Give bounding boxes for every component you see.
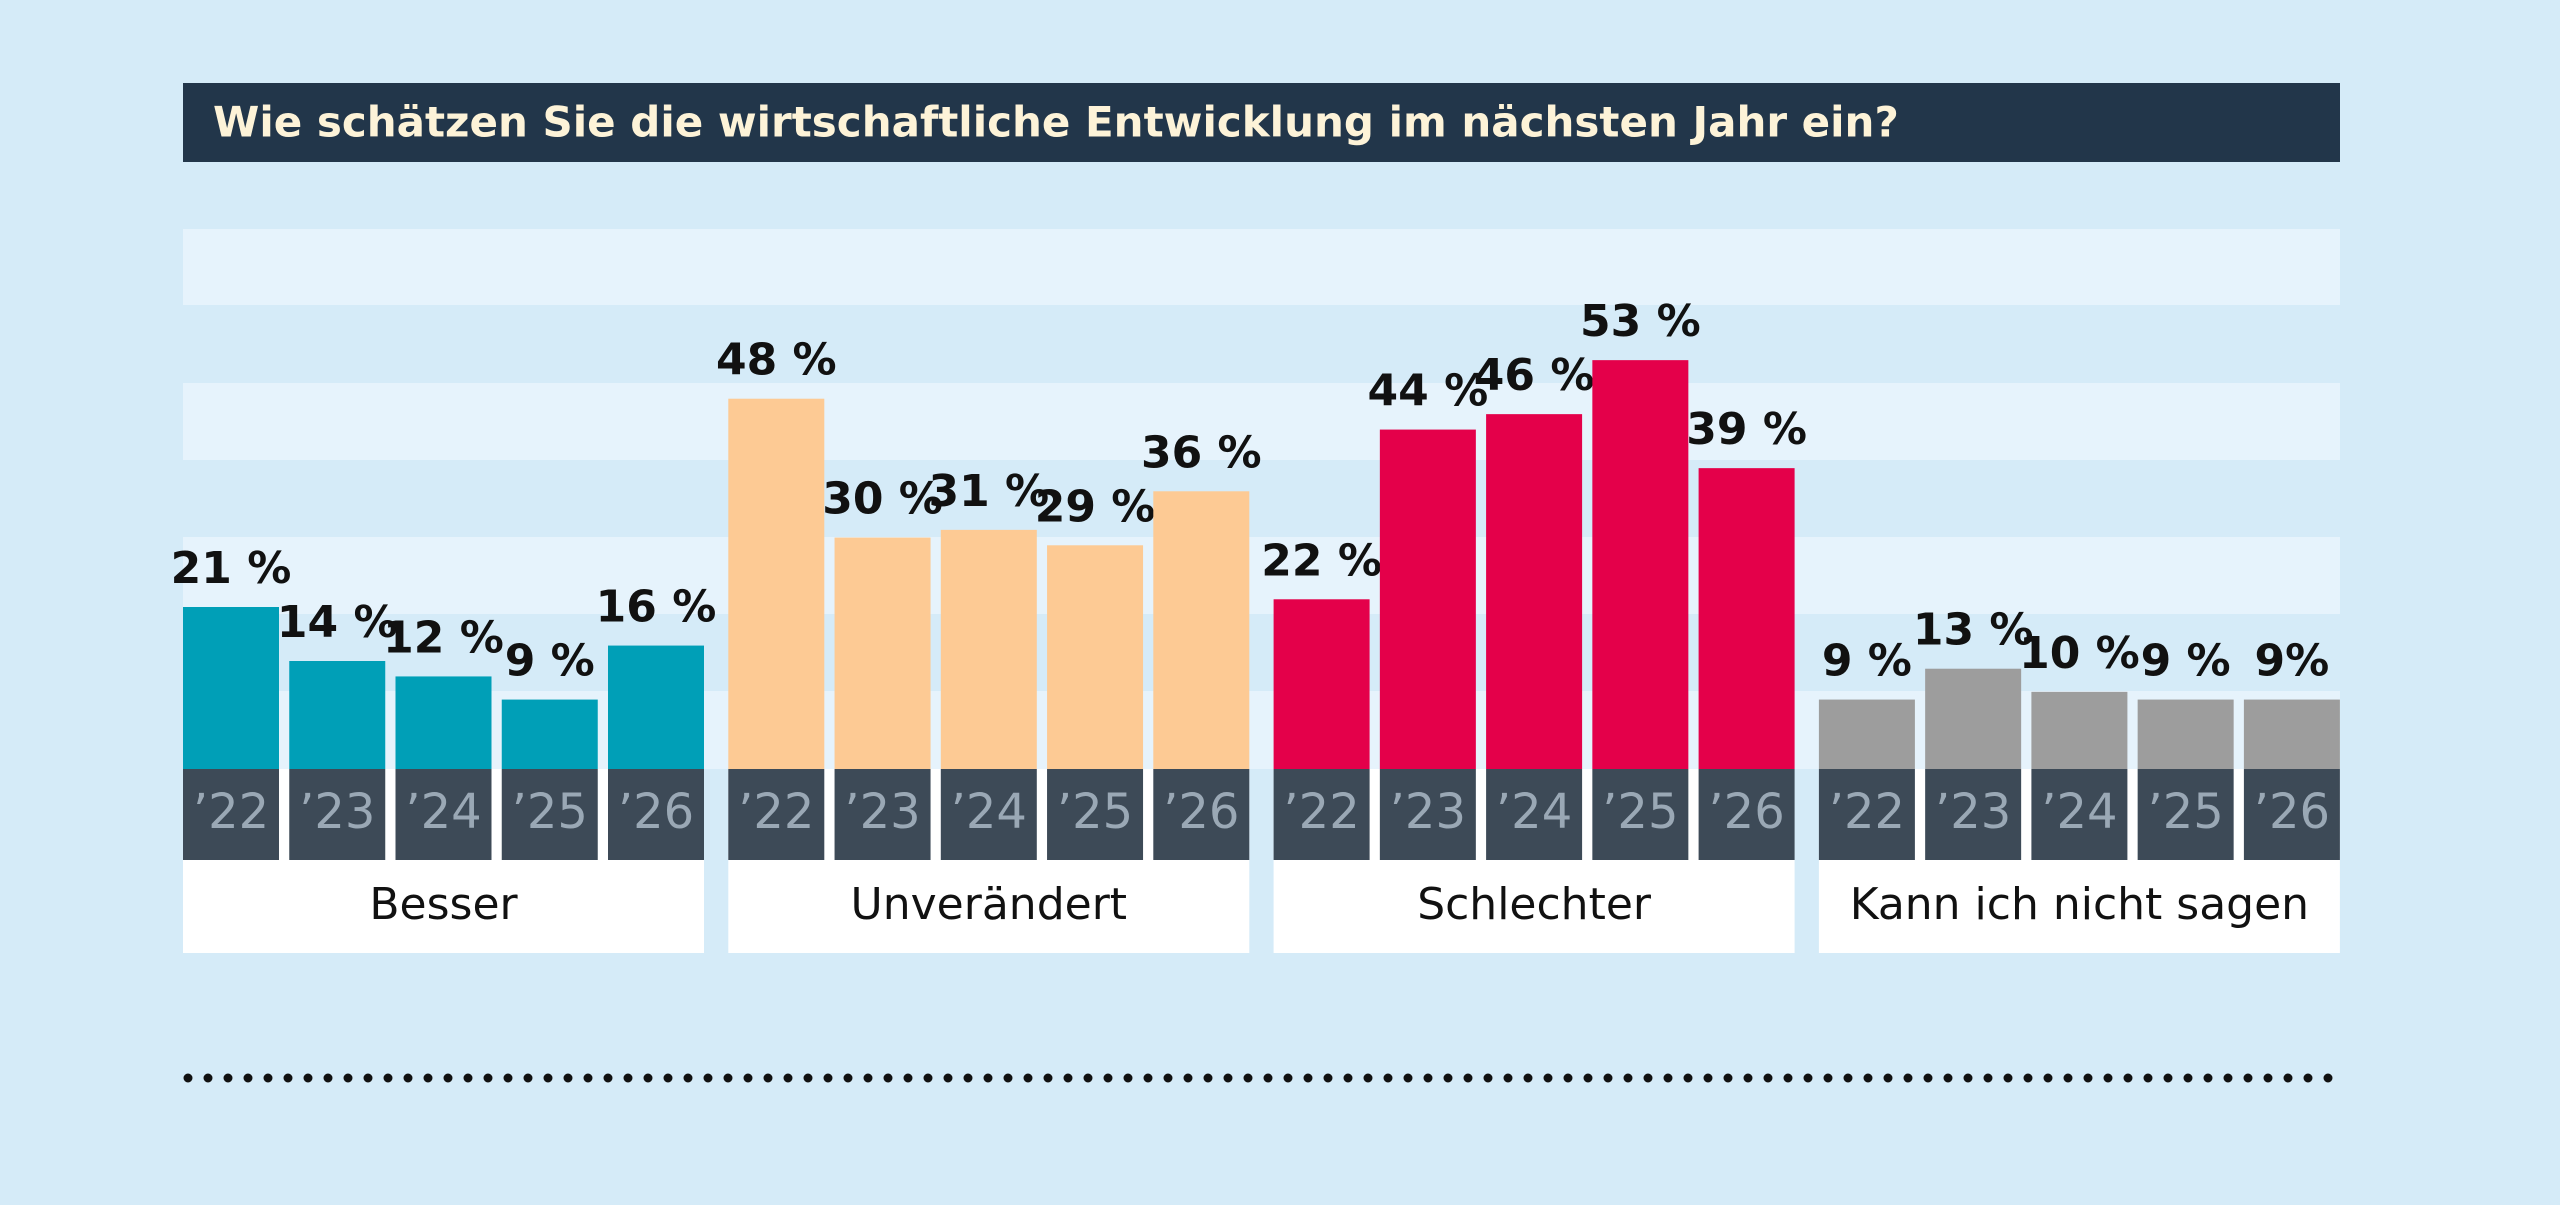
- bar: [2243, 699, 2340, 769]
- year-cell: [501, 769, 598, 860]
- bar: [289, 661, 386, 769]
- value-label: 14 %: [277, 597, 398, 648]
- x-tick-label: ’25: [2147, 784, 2223, 840]
- x-tick-label: ’23: [1935, 784, 2011, 840]
- legend-label: Schlechter: [1417, 879, 1652, 930]
- x-tick-label: ’22: [1283, 784, 1359, 840]
- group-label-box: [183, 860, 704, 953]
- value-label: 9%: [2255, 636, 2330, 687]
- value-label: 9 %: [505, 636, 595, 687]
- year-cell: [1925, 769, 2022, 860]
- year-cell: [1592, 769, 1689, 860]
- year-cell: [834, 769, 931, 860]
- bar: [1592, 360, 1689, 769]
- bar: [1273, 599, 1370, 769]
- value-label: 46 %: [1474, 350, 1595, 401]
- group-label-box: [1273, 860, 1795, 953]
- year-cell: [1153, 769, 1250, 860]
- year-cell: [940, 769, 1037, 860]
- bar: [1379, 429, 1476, 769]
- bar: [728, 398, 825, 769]
- year-cell: [1486, 769, 1583, 860]
- legend-label: Besser: [369, 879, 518, 930]
- stripe: [183, 229, 2340, 305]
- year-cell: [1273, 769, 1370, 860]
- x-tick-label: ’22: [738, 784, 814, 840]
- bar: [608, 645, 704, 769]
- x-tick-label: ’23: [1390, 784, 1466, 840]
- year-cell: [728, 769, 825, 860]
- year-cell: [395, 769, 492, 860]
- value-label: 16 %: [596, 582, 717, 633]
- group-label-box: [1818, 860, 2340, 953]
- x-tick-label: ’26: [1708, 784, 1784, 840]
- year-cell: [183, 769, 279, 860]
- value-label: 30 %: [822, 474, 943, 525]
- x-tick-label: ’26: [618, 784, 694, 840]
- legend-label: Unverändert: [851, 879, 1127, 930]
- x-tick-label: ’25: [512, 784, 588, 840]
- value-label: 10 %: [2019, 628, 2140, 679]
- value-label: 13 %: [1913, 605, 2034, 656]
- x-tick-label: ’24: [2041, 784, 2117, 840]
- bar: [1153, 491, 1250, 769]
- x-tick-label: ’22: [193, 784, 269, 840]
- bar: [2137, 699, 2234, 769]
- year-cell: [2137, 769, 2234, 860]
- x-tick-label: ’26: [1163, 784, 1239, 840]
- chart-title: Wie schätzen Sie die wirtschaftliche Ent…: [213, 98, 1899, 147]
- bar: [2031, 691, 2128, 769]
- year-cell: [1379, 769, 1476, 860]
- year-cell: [1047, 769, 1144, 860]
- bar: [501, 699, 598, 769]
- bar: [940, 529, 1037, 769]
- bar: [1818, 699, 1915, 769]
- value-label: 29 %: [1035, 481, 1156, 532]
- value-label: 12 %: [383, 612, 504, 663]
- x-tick-label: ’22: [1829, 784, 1905, 840]
- x-tick-label: ’23: [844, 784, 920, 840]
- x-tick-label: ’24: [951, 784, 1027, 840]
- value-label: 39 %: [1686, 404, 1807, 455]
- stripe: [183, 383, 2340, 460]
- year-cell: [2031, 769, 2128, 860]
- legend-label: Kann ich nicht sagen: [1850, 879, 2309, 930]
- group-label-box: [728, 860, 1250, 953]
- bar: [1047, 545, 1144, 769]
- bar: [395, 676, 492, 769]
- value-label: 21 %: [171, 543, 292, 594]
- bar: [1925, 668, 2022, 769]
- value-label: 36 %: [1141, 427, 1262, 478]
- value-label: 9 %: [2141, 636, 2231, 687]
- value-label: 53 %: [1580, 296, 1701, 347]
- value-label: 44 %: [1368, 366, 1489, 417]
- stripe: [183, 537, 2340, 614]
- x-tick-label: ’24: [1496, 784, 1572, 840]
- value-label: 48 %: [716, 335, 837, 386]
- x-tick-label: ’25: [1057, 784, 1133, 840]
- year-cell: [2243, 769, 2340, 860]
- year-cell: [1818, 769, 1915, 860]
- x-tick-label: ’25: [1602, 784, 1678, 840]
- value-label: 31 %: [928, 466, 1049, 517]
- bar: [183, 607, 279, 769]
- x-tick-label: ’24: [405, 784, 481, 840]
- value-label: 9 %: [1822, 636, 1912, 687]
- x-tick-label: ’26: [2254, 784, 2330, 840]
- value-label: 22 %: [1261, 535, 1382, 586]
- bar: [1698, 468, 1795, 769]
- bar: [834, 537, 931, 769]
- title-bar: [183, 83, 2340, 162]
- year-cell: [289, 769, 386, 860]
- year-cell: [608, 769, 704, 860]
- bar: [1486, 414, 1583, 769]
- year-cell: [1698, 769, 1795, 860]
- x-tick-label: ’23: [299, 784, 375, 840]
